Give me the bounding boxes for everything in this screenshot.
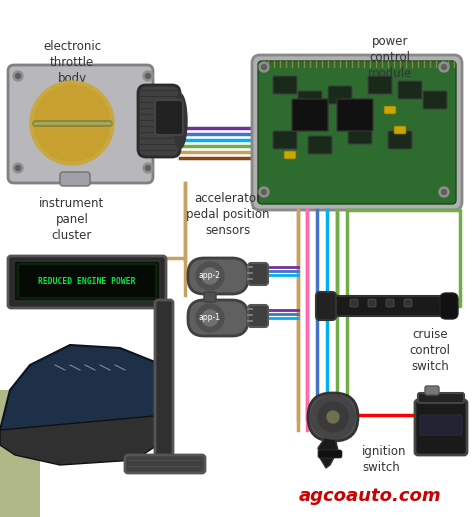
Text: instrument
panel
cluster: instrument panel cluster: [39, 197, 105, 242]
Text: power
control
module: power control module: [368, 35, 412, 80]
Circle shape: [202, 268, 218, 284]
FancyBboxPatch shape: [258, 61, 456, 204]
Circle shape: [16, 165, 20, 171]
FancyBboxPatch shape: [423, 91, 447, 109]
Text: app-1: app-1: [199, 313, 221, 323]
FancyBboxPatch shape: [328, 86, 352, 104]
Circle shape: [439, 62, 449, 72]
FancyBboxPatch shape: [337, 99, 373, 131]
FancyBboxPatch shape: [248, 263, 268, 285]
FancyBboxPatch shape: [368, 76, 392, 94]
FancyBboxPatch shape: [415, 400, 467, 455]
Text: electronic
throttle
body: electronic throttle body: [43, 40, 101, 85]
FancyBboxPatch shape: [388, 131, 412, 149]
FancyBboxPatch shape: [204, 292, 216, 302]
FancyBboxPatch shape: [398, 81, 422, 99]
Circle shape: [441, 65, 447, 69]
Text: accelerator
pedal position
sensors: accelerator pedal position sensors: [186, 192, 270, 237]
FancyBboxPatch shape: [298, 91, 322, 109]
Polygon shape: [0, 390, 40, 517]
FancyBboxPatch shape: [394, 126, 406, 134]
Circle shape: [16, 73, 20, 79]
FancyBboxPatch shape: [248, 305, 268, 327]
FancyBboxPatch shape: [330, 296, 450, 316]
FancyBboxPatch shape: [418, 393, 464, 403]
Circle shape: [441, 190, 447, 194]
Text: app-2: app-2: [199, 271, 221, 281]
Text: REDUCED ENGINE POWER: REDUCED ENGINE POWER: [38, 277, 136, 285]
FancyBboxPatch shape: [14, 261, 160, 301]
Circle shape: [259, 62, 269, 72]
FancyBboxPatch shape: [273, 76, 297, 94]
Ellipse shape: [173, 94, 187, 148]
FancyBboxPatch shape: [350, 299, 358, 307]
FancyBboxPatch shape: [368, 299, 376, 307]
FancyBboxPatch shape: [420, 415, 462, 435]
FancyBboxPatch shape: [308, 393, 358, 441]
FancyBboxPatch shape: [8, 256, 166, 308]
Circle shape: [34, 85, 110, 161]
FancyBboxPatch shape: [348, 126, 372, 144]
FancyBboxPatch shape: [316, 292, 336, 320]
Circle shape: [259, 187, 269, 197]
Circle shape: [143, 163, 153, 173]
FancyBboxPatch shape: [318, 450, 342, 458]
Circle shape: [146, 73, 151, 79]
Circle shape: [196, 262, 224, 290]
FancyBboxPatch shape: [125, 455, 205, 473]
Circle shape: [262, 190, 266, 194]
FancyBboxPatch shape: [8, 65, 153, 183]
Circle shape: [146, 165, 151, 171]
FancyBboxPatch shape: [308, 136, 332, 154]
Text: ignition
switch: ignition switch: [362, 445, 407, 474]
FancyBboxPatch shape: [138, 85, 180, 157]
FancyBboxPatch shape: [252, 55, 462, 210]
FancyBboxPatch shape: [440, 293, 458, 319]
Circle shape: [196, 304, 224, 332]
Circle shape: [202, 310, 218, 326]
Circle shape: [318, 402, 348, 432]
FancyBboxPatch shape: [425, 386, 439, 395]
FancyBboxPatch shape: [404, 299, 412, 307]
Circle shape: [13, 71, 23, 81]
Text: agcoauto.com: agcoauto.com: [299, 487, 441, 505]
FancyBboxPatch shape: [273, 131, 297, 149]
Circle shape: [327, 411, 339, 423]
Circle shape: [262, 65, 266, 69]
Text: cruise
control
switch: cruise control switch: [410, 328, 450, 373]
Circle shape: [439, 187, 449, 197]
FancyBboxPatch shape: [188, 258, 248, 294]
FancyBboxPatch shape: [60, 172, 90, 186]
FancyBboxPatch shape: [386, 299, 394, 307]
FancyBboxPatch shape: [155, 300, 173, 465]
FancyBboxPatch shape: [384, 106, 396, 114]
Circle shape: [143, 71, 153, 81]
Polygon shape: [0, 345, 165, 450]
FancyBboxPatch shape: [155, 100, 183, 135]
FancyBboxPatch shape: [292, 99, 328, 131]
Circle shape: [30, 81, 114, 165]
FancyBboxPatch shape: [284, 151, 296, 159]
Circle shape: [311, 395, 355, 439]
Polygon shape: [0, 415, 165, 465]
Polygon shape: [318, 438, 338, 468]
Circle shape: [13, 163, 23, 173]
FancyBboxPatch shape: [18, 264, 156, 298]
FancyBboxPatch shape: [188, 300, 248, 336]
